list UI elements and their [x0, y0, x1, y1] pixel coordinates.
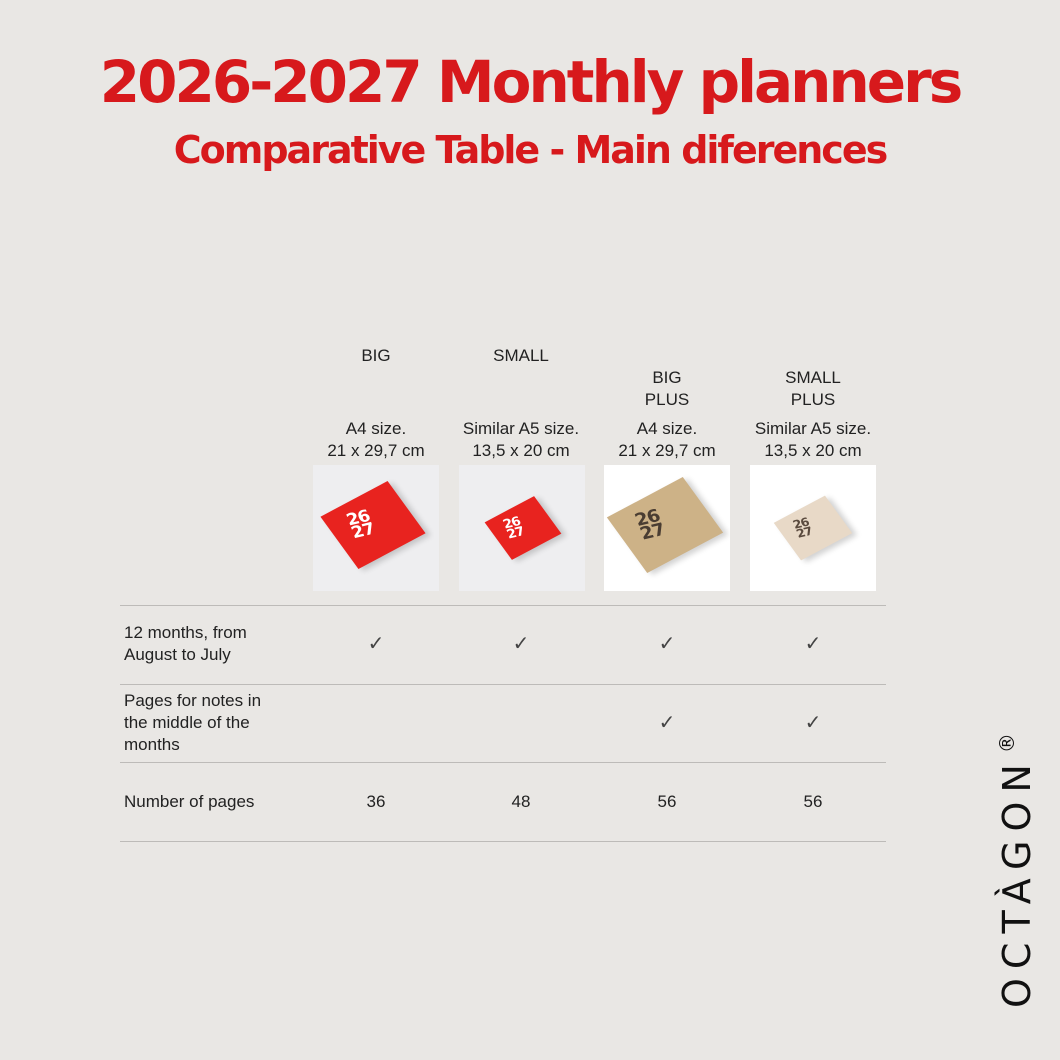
size-line-1: Similar A5 size.: [754, 419, 872, 438]
row-2-cell-big-plus: ✓: [658, 710, 676, 734]
row-label-notes-pages: Pages for notes in the middle of the mon…: [124, 691, 262, 754]
cover-number: 26 27: [790, 515, 814, 542]
brand-name: OCTÀGON: [995, 755, 1039, 1008]
size-line-2: 13,5 x 20 cm: [764, 441, 862, 460]
row-3-cell-big-plus: 56: [657, 792, 677, 811]
column-name-label: BIG: [361, 346, 391, 365]
product-image-big: 26 27: [313, 465, 439, 591]
page-title: 2026-2027 Monthly planners: [99, 48, 963, 116]
product-image-small: 26 27: [459, 465, 585, 591]
row-1-cell-small-plus: ✓: [804, 631, 822, 655]
size-line-1: Similar A5 size.: [462, 419, 580, 438]
row-3-cell-big: 36: [366, 792, 386, 811]
column-name-small-plus: SMALL PLUS: [740, 345, 886, 411]
column-name-label: SMALL: [493, 346, 549, 365]
column-name-big: BIG: [303, 345, 449, 367]
planner-cover: 26 27: [773, 495, 853, 561]
column-size-big: A4 size. 21 x 29,7 cm: [303, 418, 449, 462]
row-label-number-of-pages: Number of pages: [124, 792, 255, 811]
brand-logo: OCTÀGON®: [988, 733, 1039, 1008]
column-name-big-plus: BIG PLUS: [594, 345, 740, 411]
row-3-cell-small-plus: 56: [803, 792, 823, 811]
table-divider: [120, 762, 886, 763]
cover-number: 26 27: [343, 506, 377, 544]
row-label-months: 12 months, from August to July: [124, 623, 247, 664]
row-1-cell-big: ✓: [367, 631, 385, 655]
column-name-small: SMALL: [448, 345, 594, 367]
row-3-cell-small: 48: [511, 792, 531, 811]
column-size-big-plus: A4 size. 21 x 29,7 cm: [594, 418, 740, 462]
size-line-2: 13,5 x 20 cm: [472, 441, 570, 460]
column-size-small: Similar A5 size. 13,5 x 20 cm: [448, 418, 594, 462]
table-divider: [120, 841, 886, 842]
planner-cover: 26 27: [606, 477, 724, 573]
registered-mark: ®: [995, 733, 1019, 754]
planner-cover: 26 27: [320, 481, 426, 569]
product-image-big-plus: 26 27: [604, 465, 730, 591]
size-line-1: A4 size.: [636, 419, 698, 438]
column-size-small-plus: Similar A5 size. 13,5 x 20 cm: [740, 418, 886, 462]
cover-number: 26 27: [632, 506, 668, 545]
planner-cover: 26 27: [484, 496, 562, 560]
size-line-2: 21 x 29,7 cm: [327, 441, 425, 460]
size-line-1: A4 size.: [345, 419, 407, 438]
row-1-cell-small: ✓: [512, 631, 530, 655]
table-divider: [120, 684, 886, 685]
size-line-2: 21 x 29,7 cm: [618, 441, 716, 460]
cover-number: 26 27: [501, 514, 527, 543]
row-2-cell-small-plus: ✓: [804, 710, 822, 734]
product-image-small-plus: 26 27: [750, 465, 876, 591]
column-name-label: SMALL PLUS: [785, 368, 841, 409]
table-divider: [120, 605, 886, 606]
column-name-label: BIG PLUS: [644, 368, 690, 409]
row-1-cell-big-plus: ✓: [658, 631, 676, 655]
page-subtitle: Comparative Table - Main diferences: [173, 128, 888, 172]
